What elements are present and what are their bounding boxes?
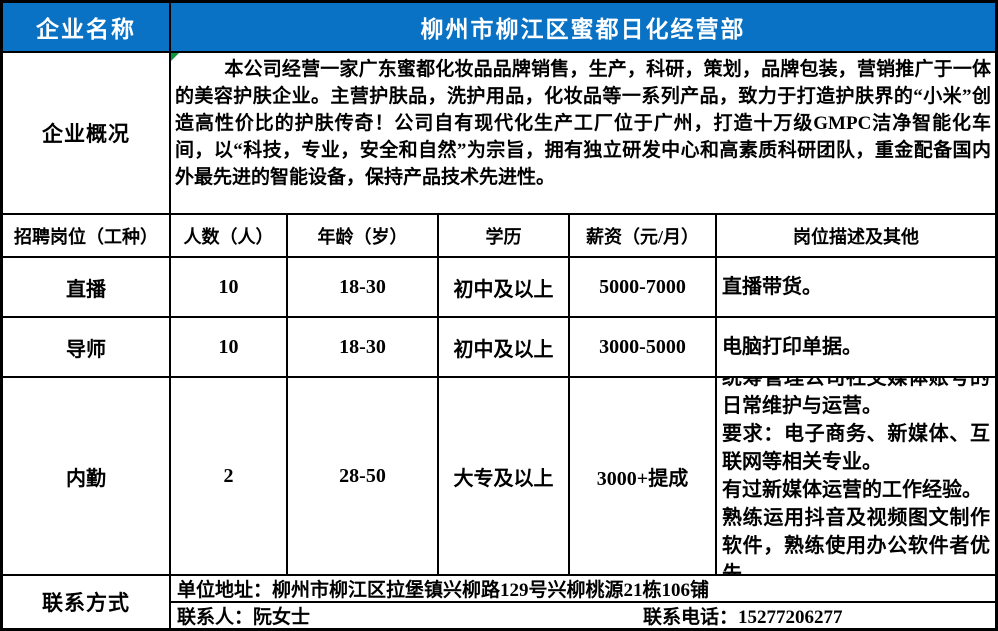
- job-education: 初中及以上: [439, 258, 570, 318]
- job-age: 28-50: [288, 378, 439, 576]
- company-profile-text: 本公司经营一家广东蜜都化妆品品牌销售，生产，科研，策划，品牌包装，营销推广于一体…: [175, 59, 991, 188]
- company-profile-cell: 本公司经营一家广东蜜都化妆品品牌销售，生产，科研，策划，品牌包装，营销推广于一体…: [171, 53, 995, 215]
- job-salary: 3000+提成: [570, 378, 717, 576]
- company-name-value: 柳州市柳江区蜜都日化经营部: [171, 3, 995, 53]
- job-count: 2: [171, 378, 288, 576]
- job-position: 导师: [3, 318, 171, 378]
- job-description: 直播带货。: [722, 276, 822, 298]
- job-count: 10: [171, 258, 288, 318]
- header-education: 学历: [439, 215, 570, 258]
- company-profile-label: 企业概况: [3, 53, 171, 215]
- table-row: 导师 10 18-30 初中及以上 3000-5000 电脑打印单据。: [3, 318, 995, 378]
- company-name-label: 企业名称: [3, 3, 171, 53]
- cell-error-flag-icon: [171, 53, 179, 61]
- header-salary: 薪资（元/月）: [570, 215, 717, 258]
- contact-phone: 联系电话：15277206277: [643, 607, 843, 628]
- header-count: 人数（人）: [171, 215, 288, 258]
- contact-label: 联系方式: [3, 576, 171, 628]
- job-count: 10: [171, 318, 288, 378]
- table-row: 内勤 2 28-50 大专及以上 3000+提成 统筹管理公司社交媒体账号的日常…: [3, 378, 995, 576]
- company-name-row: 企业名称 柳州市柳江区蜜都日化经营部: [3, 3, 995, 53]
- job-description: 电脑打印单据。: [722, 336, 862, 358]
- job-description: 统筹管理公司社交媒体账号的日常维护与运营。 要求：电子商务、新媒体、互联网等相关…: [722, 378, 990, 576]
- job-salary: 5000-7000: [570, 258, 717, 318]
- table-row: 直播 10 18-30 初中及以上 5000-7000 直播带货。: [3, 258, 995, 318]
- company-profile-row: 企业概况 本公司经营一家广东蜜都化妆品品牌销售，生产，科研，策划，品牌包装，营销…: [3, 53, 995, 215]
- header-position: 招聘岗位（工种）: [3, 215, 171, 258]
- job-description-cell: 统筹管理公司社交媒体账号的日常维护与运营。 要求：电子商务、新媒体、互联网等相关…: [717, 378, 995, 576]
- table-header-row: 招聘岗位（工种） 人数（人） 年龄（岁） 学历 薪资（元/月） 岗位描述及其他: [3, 215, 995, 258]
- job-position: 内勤: [3, 378, 171, 576]
- header-age: 年龄（岁）: [288, 215, 439, 258]
- job-education: 大专及以上: [439, 378, 570, 576]
- header-description: 岗位描述及其他: [717, 215, 995, 258]
- job-position: 直播: [3, 258, 171, 318]
- job-salary: 3000-5000: [570, 318, 717, 378]
- contact-person-row: 联系人：阮女士 联系电话：15277206277: [171, 603, 995, 628]
- contact-address: 单位地址：柳州市柳江区拉堡镇兴柳路129号兴柳桃源21栋106铺: [171, 576, 995, 603]
- job-description-cell: 直播带货。: [717, 258, 995, 318]
- contact-row: 联系方式 单位地址：柳州市柳江区拉堡镇兴柳路129号兴柳桃源21栋106铺 联系…: [3, 576, 995, 628]
- job-age: 18-30: [288, 318, 439, 378]
- job-education: 初中及以上: [439, 318, 570, 378]
- contact-person: 联系人：阮女士: [177, 607, 311, 628]
- job-age: 18-30: [288, 258, 439, 318]
- contact-details: 单位地址：柳州市柳江区拉堡镇兴柳路129号兴柳桃源21栋106铺 联系人：阮女士…: [171, 576, 995, 628]
- job-description-cell: 电脑打印单据。: [717, 318, 995, 378]
